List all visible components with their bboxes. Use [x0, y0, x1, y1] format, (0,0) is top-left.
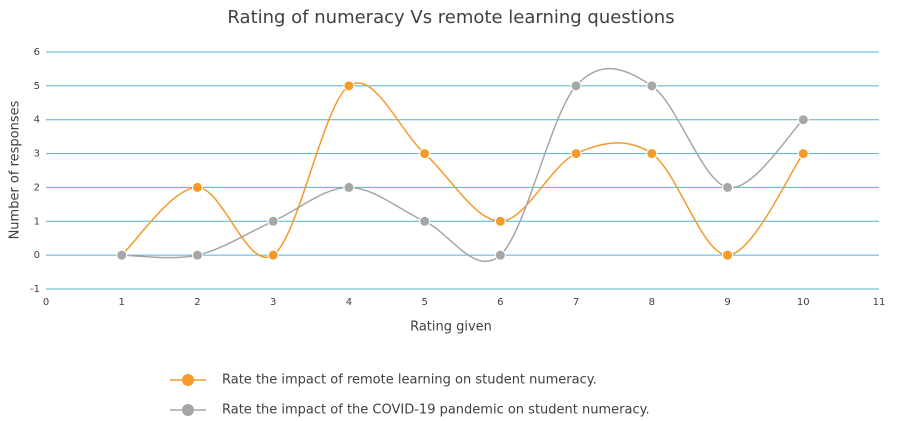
data-point	[419, 148, 431, 160]
data-point	[494, 249, 506, 261]
data-point	[267, 249, 279, 261]
series-line	[121, 68, 804, 263]
x-tick-label: 10	[797, 297, 810, 308]
data-point	[116, 249, 128, 261]
x-tick-label: 7	[573, 297, 579, 308]
data-point	[191, 249, 203, 261]
legend-marker	[182, 374, 194, 386]
y-tick-label: 3	[34, 149, 40, 160]
x-tick-label: 2	[194, 297, 200, 308]
data-point	[722, 181, 734, 193]
data-point	[570, 80, 582, 92]
x-tick-label: 11	[873, 297, 886, 308]
data-point	[419, 215, 431, 227]
x-tick-label: 8	[649, 297, 655, 308]
y-tick-label: -1	[30, 284, 40, 295]
data-point	[570, 148, 582, 160]
y-tick-label: 1	[34, 216, 40, 227]
series-line	[121, 82, 804, 259]
x-tick-label: 5	[421, 297, 427, 308]
y-tick-label: 2	[34, 182, 40, 193]
data-point	[267, 215, 279, 227]
data-point	[722, 249, 734, 261]
data-point	[191, 181, 203, 193]
x-tick-label: 4	[346, 297, 352, 308]
x-tick-label: 1	[119, 297, 125, 308]
legend-label: Rate the impact of remote learning on st…	[222, 373, 597, 388]
legend-marker	[182, 404, 194, 416]
data-point	[343, 80, 355, 92]
legend-label: Rate the impact of the COVID-19 pandemic…	[222, 403, 650, 418]
y-tick-label: 6	[34, 47, 40, 58]
y-axis-label: Number of responses	[8, 100, 23, 239]
x-tick-label: 9	[724, 297, 730, 308]
data-point	[646, 80, 658, 92]
chart-title: Rating of numeracy Vs remote learning qu…	[227, 7, 674, 28]
data-point	[494, 215, 506, 227]
data-point	[646, 148, 658, 160]
x-tick-label: 6	[497, 297, 503, 308]
data-point	[343, 181, 355, 193]
x-axis-label: Rating given	[410, 320, 492, 335]
data-point	[797, 148, 809, 160]
y-tick-label: 4	[34, 115, 40, 126]
x-tick-label: 0	[43, 297, 49, 308]
data-point	[797, 114, 809, 126]
y-tick-label: 5	[34, 81, 40, 92]
x-tick-label: 3	[270, 297, 276, 308]
y-tick-label: 0	[34, 250, 40, 261]
